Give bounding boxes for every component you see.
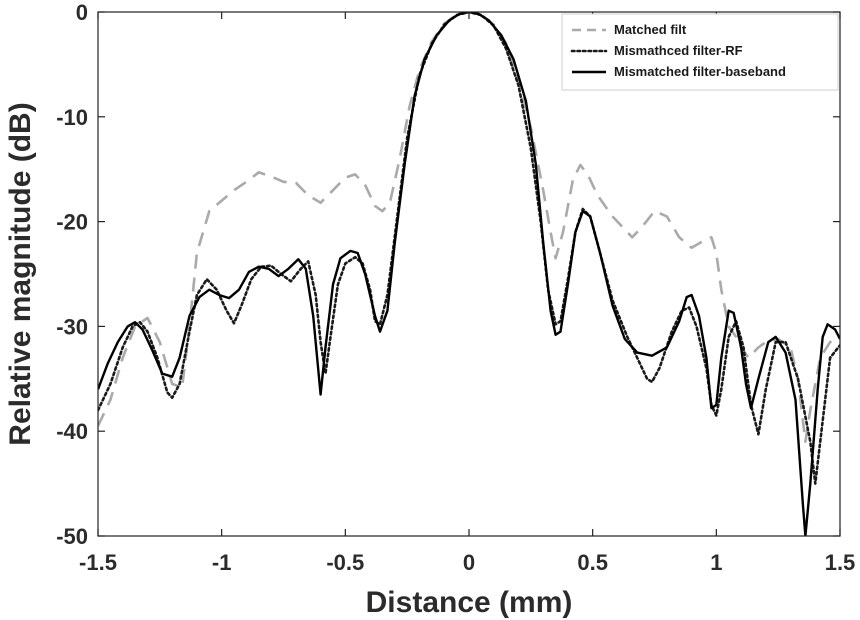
legend-label-1: Matched filt — [614, 22, 687, 37]
y-tick-label: -40 — [56, 419, 88, 444]
y-tick-label: -10 — [56, 105, 88, 130]
y-tick-label: -50 — [56, 524, 88, 549]
legend-box — [561, 13, 839, 91]
series-line-2 — [98, 12, 840, 485]
x-axis-label: Distance (mm) — [366, 586, 573, 619]
series-line-3 — [98, 12, 840, 536]
x-tick-label: 0 — [463, 550, 475, 575]
legend: Matched filt Mismathced filter-RF Mismatch… — [561, 13, 839, 91]
y-tick-label: -30 — [56, 314, 88, 339]
x-tick-label: 1 — [710, 550, 722, 575]
y-axis-label: Relative magnitude (dB) — [4, 102, 37, 445]
x-tick-label: 0.5 — [577, 550, 608, 575]
legend-label-3: Mismatched filter-baseband — [614, 64, 786, 79]
ticks-layer: -1.5 -1 -0.5 0 0.5 1 1.5 -50 -40 -30 -20 -10 0 — [56, 0, 855, 575]
x-tick-label: -0.5 — [326, 550, 364, 575]
y-tick-label: -20 — [56, 210, 88, 235]
legend-label-2: Mismathced filter-RF — [614, 43, 743, 58]
x-tick-label: 1.5 — [825, 550, 856, 575]
x-tick-label: -1.5 — [79, 550, 117, 575]
y-tick-label: 0 — [76, 0, 88, 25]
series-layer — [98, 12, 840, 536]
x-tick-label: -1 — [212, 550, 232, 575]
